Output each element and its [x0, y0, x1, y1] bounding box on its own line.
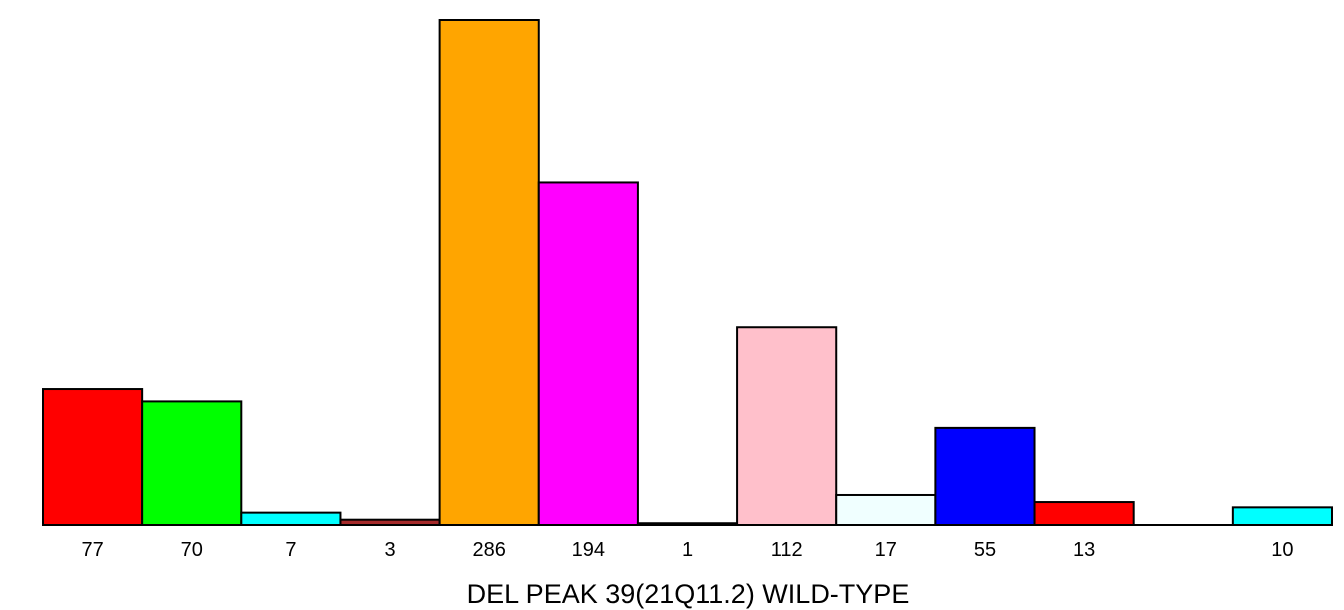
bars-group — [42, 19, 1333, 527]
tick-label-2: 7 — [285, 539, 296, 561]
bar-12 — [1231, 506, 1333, 526]
bar-7 — [736, 326, 838, 526]
x-axis-title: DEL PEAK 39(21Q11.2) WILD-TYPE — [467, 579, 910, 609]
bar-1 — [141, 400, 243, 526]
tick-label-5: 194 — [572, 539, 605, 561]
tick-label-1: 70 — [181, 539, 203, 561]
bar-9 — [934, 426, 1036, 527]
bar-10 — [1033, 501, 1135, 526]
tick-labels-group: 77 70 7 3 286 194 1 112 17 55 13 10 — [81, 539, 1293, 561]
tick-label-4: 286 — [473, 539, 506, 561]
tick-label-3: 3 — [384, 539, 395, 561]
tick-label-9: 55 — [974, 539, 996, 561]
bar-8 — [835, 493, 937, 527]
bar-4 — [438, 19, 540, 526]
tick-label-10: 13 — [1073, 539, 1095, 561]
tick-label-8: 17 — [875, 539, 897, 561]
bar-0 — [42, 388, 144, 527]
bar-2 — [240, 511, 342, 527]
tick-label-0: 77 — [81, 539, 103, 561]
bar-5 — [537, 181, 639, 526]
tick-label-7: 112 — [771, 539, 803, 561]
tick-label-6: 1 — [682, 539, 693, 561]
tick-label-12: 10 — [1271, 539, 1293, 561]
